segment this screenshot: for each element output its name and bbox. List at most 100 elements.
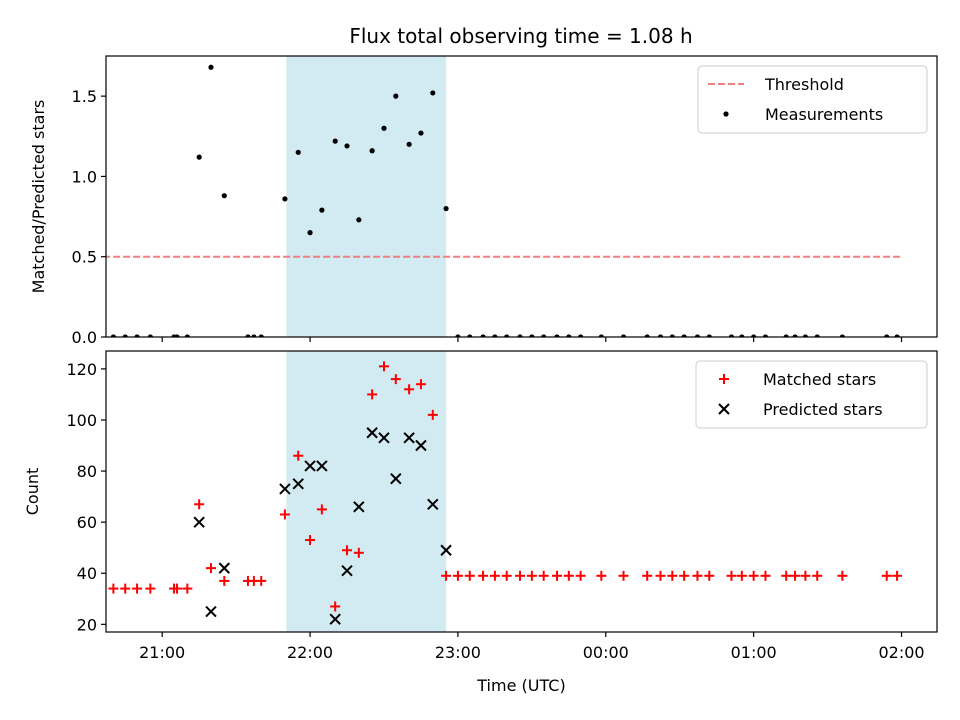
measurement-point <box>443 205 449 212</box>
matched-stars-point <box>655 570 666 581</box>
top-panel: 0.0 0.5 1.0 1.5 Matched/Predicted stars Thres… <box>29 55 938 347</box>
measurement-point <box>884 334 890 337</box>
legend-label: Matched stars <box>763 370 876 389</box>
legend-box <box>697 65 928 134</box>
measurement-point <box>245 334 251 337</box>
measurement-point <box>480 334 486 337</box>
measurement-point <box>332 138 338 144</box>
matched-stars-point <box>781 570 792 581</box>
predicted-stars-point <box>415 439 427 452</box>
matched-stars-point <box>132 583 143 594</box>
x-tick-label: 23:00 <box>435 643 481 662</box>
predicted-stars-point <box>218 562 230 574</box>
matched-stars-point <box>427 409 438 420</box>
predicted-stars-point <box>427 498 439 510</box>
measurement-point <box>174 334 180 337</box>
legend-predicted-swatch-b <box>718 403 730 415</box>
predicted-stars-point-b <box>193 516 205 528</box>
y-tick-label: 1.0 <box>72 167 97 186</box>
predicted-stars-point <box>292 478 304 490</box>
y-tick-label: 120 <box>66 360 97 379</box>
measurement-point <box>221 193 227 199</box>
measurement-point <box>369 148 375 154</box>
y-tick-label: 1.5 <box>72 87 97 106</box>
legend: Matched stars Predicted stars <box>695 360 928 429</box>
x-tick-label: 22:00 <box>287 643 333 662</box>
measurement-point <box>406 141 412 147</box>
measurement-point <box>251 334 257 337</box>
predicted-stars-point-b <box>205 605 217 618</box>
matched-stars-point <box>353 547 364 558</box>
measurement-point <box>578 334 584 337</box>
measurement-point <box>894 334 900 337</box>
predicted-stars-point <box>205 605 217 618</box>
plot-area <box>108 361 903 625</box>
measurement-point <box>467 334 473 337</box>
matched-stars-point <box>760 570 771 581</box>
axes-frame <box>105 350 938 633</box>
matched-stars-point <box>120 583 131 594</box>
predicted-stars-point-b <box>427 498 439 510</box>
legend-box <box>695 360 928 429</box>
matched-stars-point <box>478 570 489 581</box>
predicted-stars-point <box>341 564 353 577</box>
predicted-stars-point-b <box>292 478 304 490</box>
measurement-point <box>344 143 350 149</box>
matched-stars-point <box>330 601 341 612</box>
measurement-point <box>122 334 128 337</box>
measurement-point <box>393 93 399 99</box>
axes-frame <box>105 55 938 338</box>
matched-stars-point <box>736 570 747 581</box>
y-axis-label: Matched/Predicted stars <box>29 100 48 294</box>
matched-stars-point <box>748 570 759 581</box>
measurement-point <box>110 334 116 337</box>
matched-stars-point <box>415 379 426 390</box>
measurement-point <box>814 334 820 337</box>
measurement-point <box>783 334 789 337</box>
matched-stars-point <box>219 575 230 586</box>
predicted-stars-point <box>304 460 316 472</box>
predicted-stars-point-b <box>440 544 452 556</box>
measurement-point <box>307 230 313 236</box>
matched-stars-point <box>145 583 156 594</box>
matched-stars-point <box>812 570 823 581</box>
matched-stars-point <box>790 570 801 581</box>
predicted-stars-point <box>403 432 415 444</box>
predicted-stars-point <box>279 483 291 495</box>
predicted-stars-point <box>193 516 205 528</box>
predicted-stars-point <box>316 460 328 472</box>
matched-stars-point <box>404 384 415 395</box>
measurement-point <box>282 196 288 202</box>
matched-stars-point <box>464 570 475 581</box>
matched-stars-point <box>390 374 401 385</box>
y-axis-label: Count <box>23 468 42 516</box>
predicted-stars-point-b <box>366 427 378 439</box>
matched-stars-point <box>563 570 574 581</box>
matched-stars-point <box>618 570 629 581</box>
matched-stars-point <box>881 570 892 581</box>
matched-stars-point <box>837 570 848 581</box>
measurement-point <box>184 334 190 337</box>
y-tick-label: 0.5 <box>72 248 97 267</box>
bottom-panel: 20 40 60 80 100 120 21:00 22:00 23:00 00:00 01:00 0… <box>23 350 938 695</box>
measurement-point <box>694 334 701 337</box>
predicted-stars-point <box>390 473 402 485</box>
matched-stars-point <box>704 570 715 581</box>
matched-stars-point <box>378 361 389 372</box>
measurement-point <box>147 334 153 337</box>
matched-stars-point <box>667 570 678 581</box>
predicted-stars-point-b <box>390 473 402 485</box>
matched-stars-point <box>316 504 327 515</box>
measurement-point <box>504 334 510 337</box>
matched-stars-point <box>575 570 586 581</box>
predicted-stars-point-b <box>304 460 316 472</box>
predicted-stars-point-b <box>329 613 341 625</box>
matched-stars-point <box>256 575 267 586</box>
matched-stars-point <box>892 570 903 581</box>
measurement-point <box>196 154 202 160</box>
matched-stars-point <box>441 570 452 581</box>
measurement-point <box>258 334 264 337</box>
predicted-stars-point-b <box>353 501 365 513</box>
matched-stars-point <box>108 583 119 594</box>
measurement-point <box>208 64 214 70</box>
